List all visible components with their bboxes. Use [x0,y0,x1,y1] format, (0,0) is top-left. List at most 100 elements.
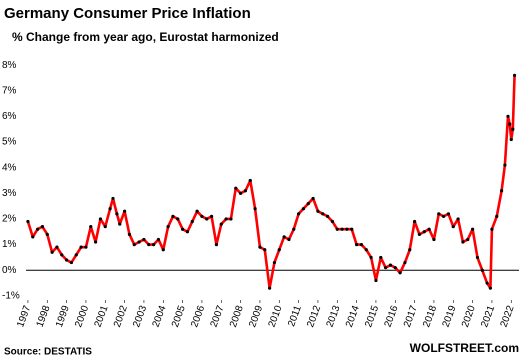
point [45,232,49,236]
x-tick-label: 1999 [54,304,72,329]
point [417,232,422,236]
point [446,212,451,216]
point [355,242,359,247]
x-tick-label: 2012 [305,304,323,329]
point [488,286,492,290]
point [142,237,146,242]
x-tick-label: 2006 [189,304,207,329]
x-tick-label: 2003 [131,304,149,329]
point [31,235,35,239]
point [190,219,194,224]
point [306,201,310,206]
source: Source: DESTATIS [4,347,92,358]
point [239,191,243,195]
x-tick-label: 1997 [15,304,33,329]
x-tick-label: 2014 [344,304,362,329]
y-tick-label: 3% [2,188,17,199]
point [137,240,141,244]
point [321,212,325,216]
point [40,225,45,229]
y-tick-label: 5% [2,137,17,148]
point [292,227,296,231]
point [248,178,252,183]
point [79,245,83,249]
point [103,225,107,229]
y-tick-label: 4% [2,162,17,173]
point [181,227,185,231]
y-tick-label: 6% [2,111,17,122]
chart-subtitle: % Change from year ago, Eurostat harmoni… [12,30,279,44]
x-tick-label: 2002 [112,304,130,329]
y-tick-label: 8% [2,60,17,71]
point [384,266,388,270]
point [156,237,161,242]
point [229,217,233,221]
x-tick-label: 2010 [267,304,285,329]
point [74,253,78,257]
y-tick-label: 2% [2,214,17,225]
point [506,114,510,119]
point [89,225,93,229]
point [132,242,136,247]
x-tick-label: 2022 [499,304,517,329]
x-tick-label: 2019 [441,304,459,329]
point [364,248,368,252]
point [185,230,190,234]
point [214,242,219,247]
x-tick-label: 2018 [421,304,439,329]
x-tick-label: 2017 [402,304,420,329]
x-tick-label: 2015 [363,304,381,329]
point [219,222,223,226]
x-tick-label: 2004 [151,304,169,329]
x-tick-label: 2020 [460,304,478,329]
point [466,237,470,242]
point [94,240,98,244]
y-tick-label: 0% [2,265,17,276]
point [234,186,238,190]
point [268,286,272,290]
point [413,219,417,224]
point [287,237,291,242]
point [224,217,228,221]
point [111,196,115,201]
point [36,227,40,231]
point [108,207,112,211]
point [263,248,267,252]
point [359,242,364,247]
point [311,196,315,201]
point [84,245,88,249]
chart-title: Germany Consumer Price Inflation [4,5,251,22]
point [98,217,103,221]
point [471,227,475,231]
point [205,217,209,221]
point [451,225,455,229]
point [253,207,257,211]
point [50,250,54,254]
point [456,217,460,221]
x-tick-label: 2000 [73,304,91,329]
point [495,214,499,218]
point [485,281,489,285]
point [60,253,64,257]
point [301,207,306,211]
point [277,248,281,252]
point [427,227,431,231]
point [297,212,301,216]
point [258,245,262,249]
point [195,209,199,213]
point [374,278,378,283]
point [282,235,286,239]
point [398,271,402,275]
point [55,245,59,249]
x-tick-label: 1998 [35,304,53,329]
point [432,237,436,242]
point [369,255,373,260]
line [26,75,516,290]
credit: WOLFSTREET.com [410,341,519,355]
point [480,268,484,272]
point [500,189,504,193]
point [437,212,441,216]
point [176,217,180,221]
point [152,242,156,247]
